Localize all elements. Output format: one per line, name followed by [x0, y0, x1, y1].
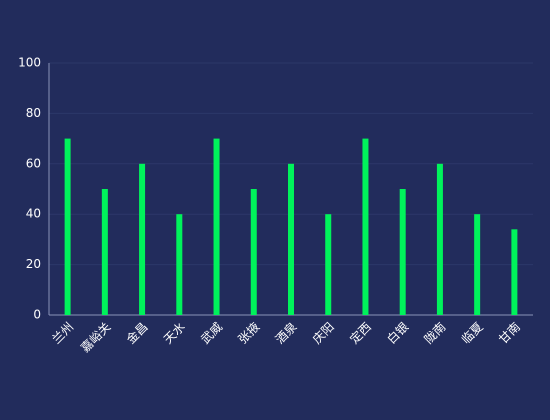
y-tick-label: 40 [26, 207, 41, 221]
y-tick-label: 20 [26, 257, 41, 271]
bar [176, 214, 183, 315]
bar [213, 138, 220, 315]
y-tick-label: 100 [18, 56, 41, 70]
bar [436, 163, 443, 315]
bar [288, 163, 294, 315]
bar [101, 189, 108, 315]
bar [325, 214, 332, 315]
y-tick-label: 80 [26, 106, 41, 120]
bar [511, 229, 518, 315]
bar [362, 138, 369, 315]
bar [139, 163, 146, 315]
bar [399, 189, 406, 315]
bar [250, 189, 257, 315]
y-tick-label: 60 [26, 156, 41, 170]
bar [474, 214, 481, 315]
bar [64, 138, 71, 315]
y-tick-label: 0 [33, 308, 41, 322]
